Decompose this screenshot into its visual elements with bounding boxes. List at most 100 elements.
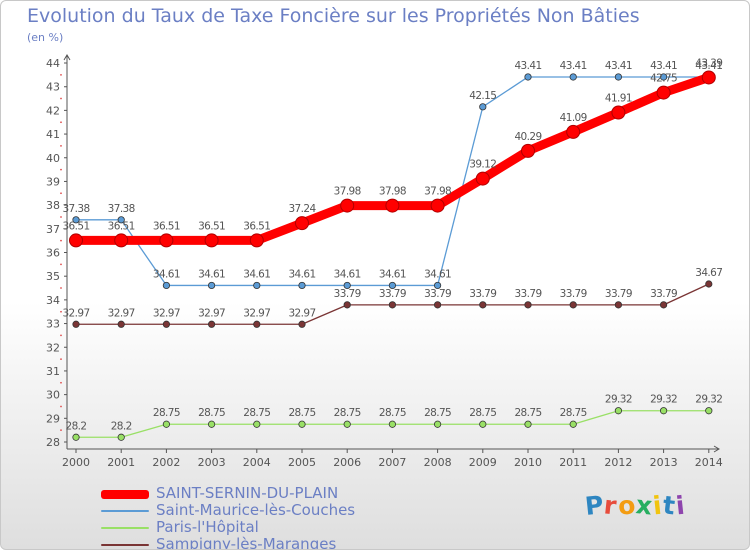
data-label: 43.41: [560, 60, 587, 72]
data-point: [614, 73, 623, 81]
data-point: [479, 420, 487, 428]
data-label: 36.51: [108, 220, 135, 232]
data-label: 34.61: [243, 268, 270, 280]
data-label: 37.98: [334, 186, 361, 198]
data-point: [117, 433, 125, 441]
legend-swatch: [101, 527, 149, 529]
data-point: [479, 301, 487, 309]
y-tick-label: 31: [46, 365, 60, 378]
legend-swatch: [101, 490, 149, 499]
data-label: 43.41: [695, 60, 722, 72]
data-point: [72, 433, 80, 441]
y-minor-tick: [60, 97, 62, 100]
x-tick-label: 2008: [424, 456, 452, 469]
data-point: [521, 143, 535, 158]
data-point: [701, 70, 716, 85]
data-point: [114, 233, 129, 248]
data-point: [524, 301, 532, 309]
data-label: 33.79: [605, 288, 632, 300]
data-point: [569, 420, 577, 428]
data-label: 33.79: [650, 288, 677, 300]
data-label: 34.61: [153, 268, 180, 280]
data-label: 43.41: [650, 60, 677, 72]
y-tick-label: 32: [46, 341, 60, 354]
data-label: 34.61: [198, 268, 225, 280]
data-point: [388, 301, 396, 309]
data-label: 32.97: [288, 307, 315, 319]
y-minor-tick: [60, 239, 62, 242]
data-label: 34.61: [379, 268, 406, 280]
data-point: [253, 420, 261, 428]
y-tick-label: 36: [46, 247, 60, 260]
data-label: 33.79: [334, 288, 361, 300]
y-tick-label: 40: [46, 152, 60, 165]
legend-label: Sampigny-lès-Maranges: [156, 535, 337, 550]
data-point: [208, 320, 216, 328]
legend-swatch: [101, 544, 149, 546]
data-point: [204, 233, 219, 248]
data-point: [162, 281, 170, 290]
y-minor-tick: [60, 310, 62, 313]
data-label: 28.75: [243, 407, 270, 419]
y-tick-label: 43: [46, 81, 60, 94]
y-tick-label: 42: [46, 104, 60, 117]
data-label: 28.2: [66, 420, 87, 432]
data-point: [433, 301, 442, 309]
data-label: 43.41: [605, 60, 632, 72]
y-minor-tick: [60, 145, 62, 147]
y-minor-tick: [60, 381, 62, 384]
data-label: 36.51: [153, 220, 180, 232]
data-point: [705, 280, 713, 288]
data-label: 43.39: [695, 57, 722, 69]
chart-title: Evolution du Taux de Taxe Foncière sur l…: [27, 5, 640, 27]
data-label: 40.29: [514, 131, 541, 143]
data-point: [705, 407, 713, 415]
data-label: 32.97: [198, 307, 225, 319]
x-tick-label: 2006: [333, 456, 361, 469]
data-label: 33.79: [424, 288, 451, 300]
data-label: 37.98: [424, 186, 451, 198]
data-point: [433, 420, 442, 428]
data-label: 42.75: [650, 73, 677, 85]
data-point: [253, 281, 261, 290]
data-label: 28.2: [111, 420, 132, 432]
data-label: 37.98: [379, 186, 406, 198]
data-point: [569, 73, 577, 81]
x-tick-label: 2010: [514, 456, 542, 469]
data-point: [340, 198, 355, 213]
x-tick-label: 2009: [469, 456, 497, 469]
data-point: [343, 281, 351, 290]
data-label: 28.75: [469, 407, 496, 419]
data-point: [298, 320, 306, 328]
x-tick-label: 2001: [107, 456, 135, 469]
data-label: 43.41: [514, 60, 541, 72]
x-tick-label: 2007: [378, 456, 406, 469]
data-label: 29.32: [605, 394, 632, 406]
y-minor-tick: [60, 358, 62, 360]
data-label: 34.61: [424, 268, 451, 280]
data-label: 37.24: [288, 203, 316, 215]
data-label: 34.61: [334, 268, 361, 280]
legend-label: SAINT-SERNIN-DU-PLAIN: [156, 484, 339, 502]
x-tick-label: 2002: [152, 456, 180, 469]
x-tick-label: 2013: [650, 456, 678, 469]
data-point: [614, 407, 623, 415]
data-point: [208, 420, 216, 428]
data-label: 42.15: [469, 90, 496, 102]
data-label: 33.79: [514, 288, 541, 300]
data-point: [611, 105, 626, 120]
data-label: 39.12: [469, 159, 496, 171]
y-tick-label: 29: [46, 412, 60, 425]
data-point: [117, 320, 125, 328]
data-label: 28.75: [334, 407, 361, 419]
data-point: [298, 420, 306, 428]
data-point: [298, 281, 306, 290]
x-axis-arrow: [713, 445, 720, 453]
y-minor-tick: [60, 121, 62, 124]
data-point: [72, 216, 80, 224]
data-label: 28.75: [514, 407, 541, 419]
x-tick-label: 2004: [243, 456, 271, 469]
x-tick-label: 2003: [198, 456, 226, 469]
legend-swatch: [101, 510, 149, 512]
